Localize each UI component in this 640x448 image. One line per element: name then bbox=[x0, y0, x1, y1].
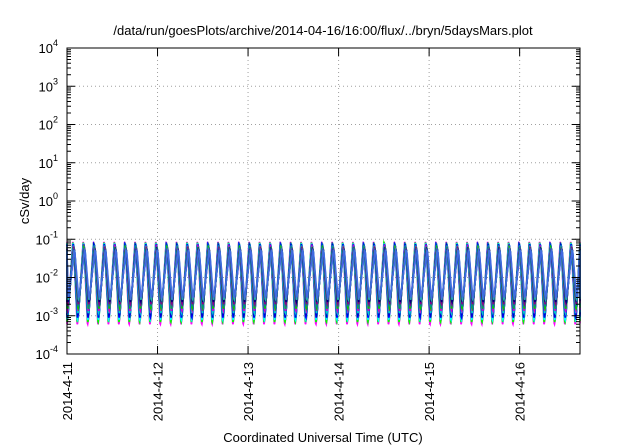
series-group bbox=[66, 239, 581, 328]
y-tick-label: 102 bbox=[39, 115, 58, 133]
y-tick-label: 10-4 bbox=[36, 344, 58, 362]
y-tick-label: 10-1 bbox=[36, 229, 58, 247]
chart-title: /data/run/goesPlots/archive/2014-04-16/1… bbox=[113, 23, 533, 38]
y-tick-label: 104 bbox=[39, 38, 58, 56]
x-tick-label: 2014-4-15 bbox=[422, 362, 437, 421]
y-tick-label: 10-3 bbox=[36, 306, 58, 324]
x-tick-label: 2014-4-14 bbox=[332, 362, 347, 421]
data-series-line bbox=[66, 247, 581, 301]
y-axis: 10-4 10-3 10-2 10-1 100 101 102 103 104 bbox=[36, 38, 580, 362]
y-tick-label: 100 bbox=[39, 191, 58, 209]
y-tick-label: 10-2 bbox=[36, 268, 58, 286]
x-tick-label: 2014-4-16 bbox=[513, 362, 528, 421]
x-tick-label: 2014-4-13 bbox=[241, 362, 256, 421]
x-axis-label: Coordinated Universal Time (UTC) bbox=[223, 430, 422, 445]
x-tick-label: 2014-4-11 bbox=[60, 362, 75, 420]
x-tick-label: 2014-4-12 bbox=[151, 362, 166, 421]
y-axis-label: cSv/day bbox=[17, 177, 32, 224]
y-tick-label: 103 bbox=[39, 76, 58, 94]
y-tick-label: 101 bbox=[39, 153, 58, 171]
x-axis: 2014-4-11 2014-4-12 2014-4-13 2014-4-14 2014… bbox=[60, 48, 528, 421]
